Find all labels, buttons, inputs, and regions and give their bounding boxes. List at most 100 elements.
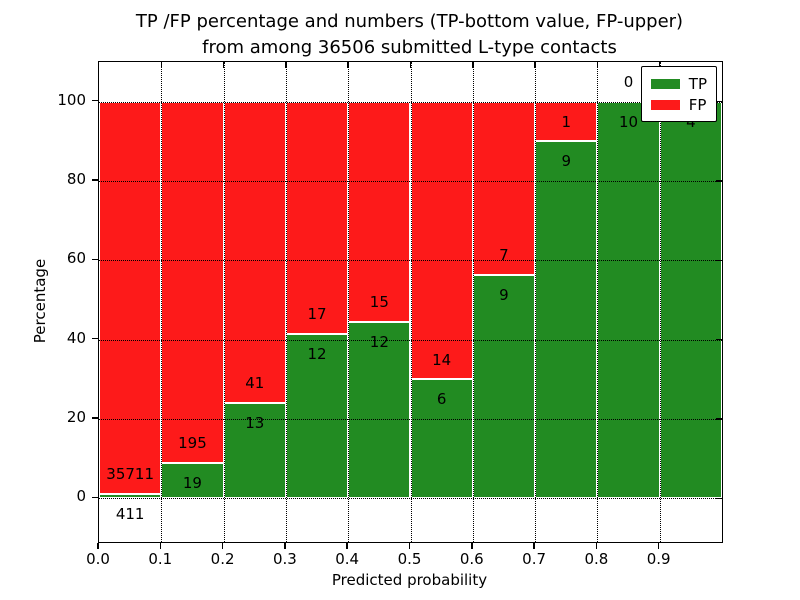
y-axis-tick bbox=[92, 496, 98, 499]
fp-bar-segment bbox=[223, 101, 286, 403]
tp-count-label: 19 bbox=[182, 473, 202, 492]
tp-count-label: 10 bbox=[619, 112, 639, 131]
y-tick-label: 60 bbox=[66, 249, 86, 268]
right-spine-tick bbox=[716, 100, 722, 103]
tp-bar-segment bbox=[348, 322, 411, 499]
x-tick-label: 0.4 bbox=[335, 550, 360, 568]
y-axis-tick bbox=[92, 258, 98, 261]
tp-count-label: 12 bbox=[307, 345, 327, 364]
fp-count-label: 0 bbox=[623, 72, 634, 91]
tp-bar-segment bbox=[472, 275, 536, 499]
fp-bar-segment bbox=[348, 101, 411, 323]
fp-bar-segment bbox=[472, 101, 536, 276]
x-axis-tick bbox=[159, 543, 162, 549]
vertical-gridline bbox=[659, 62, 661, 542]
legend-entry-label: FP bbox=[688, 95, 707, 114]
y-tick-label: 100 bbox=[57, 90, 86, 109]
tp-count-label: 411 bbox=[115, 504, 145, 523]
fp-count-label: 7 bbox=[499, 246, 509, 265]
x-axis-tick bbox=[471, 543, 473, 549]
plot-area: TP FP 35711 411 195 19 41 13 17 12 15 12 14 6 7 9 1 9 0 10… bbox=[98, 61, 723, 543]
vertical-gridline bbox=[597, 62, 599, 542]
tp-bar-segment bbox=[285, 334, 349, 499]
tp-count-label: 6 bbox=[436, 390, 447, 409]
chart-title: TP /FP percentage and numbers (TP-bottom… bbox=[98, 9, 721, 60]
vertical-gridline bbox=[285, 62, 287, 542]
fp-bar-segment bbox=[410, 101, 473, 380]
tp-bar-segment bbox=[659, 101, 722, 499]
chart-title-line1: TP /FP percentage and numbers (TP-bottom… bbox=[135, 11, 684, 32]
vertical-gridline bbox=[410, 62, 412, 542]
horizontal-gridline bbox=[99, 181, 722, 182]
vertical-gridline bbox=[535, 62, 537, 542]
tp-bar-segment bbox=[535, 141, 598, 499]
x-axis-tick bbox=[408, 543, 411, 549]
fp-count-label: 17 bbox=[307, 305, 327, 324]
right-spine-tick bbox=[716, 338, 722, 341]
tp-bar-segment bbox=[99, 493, 162, 499]
fp-count-label: 15 bbox=[369, 293, 389, 312]
top-spine-tick bbox=[347, 62, 349, 68]
fp-count-label: 195 bbox=[178, 434, 207, 453]
x-axis-tick bbox=[346, 543, 348, 549]
horizontal-gridline bbox=[99, 339, 722, 341]
tp-bar-segment bbox=[161, 463, 224, 499]
x-tick-label: 0.1 bbox=[148, 550, 173, 568]
tp-legend-swatch bbox=[650, 78, 680, 89]
y-tick-label: 40 bbox=[66, 328, 86, 347]
fp-count-label: 1 bbox=[561, 112, 572, 131]
fp-bar-segment bbox=[285, 101, 349, 335]
top-spine-tick bbox=[409, 62, 412, 68]
legend-entry: FP bbox=[650, 94, 707, 115]
x-tick-label: 0.5 bbox=[397, 550, 422, 568]
y-tick-label: 0 bbox=[76, 487, 86, 506]
top-spine-tick bbox=[222, 62, 225, 68]
x-axis-tick bbox=[284, 543, 286, 549]
right-spine-tick bbox=[716, 418, 722, 420]
top-spine-tick bbox=[596, 62, 599, 68]
horizontal-gridline bbox=[99, 101, 722, 103]
tp-count-label: 9 bbox=[499, 286, 509, 305]
top-spine-tick bbox=[658, 62, 661, 68]
vertical-gridline bbox=[472, 62, 474, 542]
top-spine-tick bbox=[160, 62, 163, 68]
y-axis-tick bbox=[92, 337, 98, 340]
y-tick-label: 20 bbox=[66, 408, 86, 427]
x-tick-label: 0.2 bbox=[210, 550, 235, 568]
legend-entry-label: TP bbox=[688, 74, 707, 93]
horizontal-gridline bbox=[99, 260, 722, 262]
fp-bar-segment bbox=[99, 101, 162, 494]
x-axis-tick bbox=[657, 543, 660, 549]
top-spine-tick bbox=[534, 62, 536, 68]
fp-count-label: 41 bbox=[245, 374, 265, 393]
legend: TP FP bbox=[640, 66, 717, 122]
fp-count-label: 35711 bbox=[106, 465, 155, 483]
y-axis-tick bbox=[92, 179, 98, 181]
top-spine-tick bbox=[472, 62, 474, 68]
tp-count-label: 13 bbox=[245, 413, 265, 432]
horizontal-gridline bbox=[99, 498, 722, 500]
y-axis-tick bbox=[92, 99, 98, 102]
x-tick-label: 0.8 bbox=[584, 550, 609, 568]
x-axis-tick bbox=[221, 543, 224, 549]
x-tick-label: 0.9 bbox=[646, 550, 671, 568]
vertical-gridline bbox=[161, 62, 163, 542]
vertical-gridline bbox=[348, 62, 350, 542]
fp-legend-swatch bbox=[650, 99, 680, 110]
x-tick-label: 0.6 bbox=[459, 550, 484, 568]
y-tick-label: 80 bbox=[66, 170, 86, 188]
right-spine-tick bbox=[716, 180, 722, 182]
x-axis-tick bbox=[533, 543, 535, 549]
x-axis-tick bbox=[97, 543, 99, 549]
x-tick-label: 0.7 bbox=[522, 550, 547, 568]
tp-bar-segment bbox=[597, 101, 660, 499]
tp-count-label: 12 bbox=[369, 332, 389, 351]
fp-bar-segment bbox=[161, 101, 224, 464]
horizontal-gridline bbox=[99, 419, 722, 421]
y-axis-tick bbox=[92, 417, 98, 419]
chart-title-line2: from among 36506 submitted L-type contac… bbox=[202, 36, 617, 58]
x-tick-label: 0.0 bbox=[86, 550, 110, 568]
tp-count-label: 9 bbox=[561, 152, 572, 171]
x-axis-label: Predicted probability bbox=[331, 571, 488, 589]
